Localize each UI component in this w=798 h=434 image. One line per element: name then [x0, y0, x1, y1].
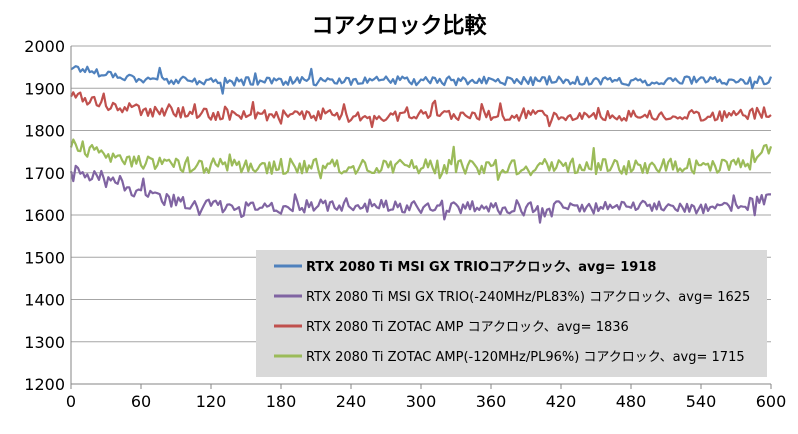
series-line-2: [69, 164, 772, 224]
x-tick-label: 540: [686, 392, 717, 411]
x-tick-label: 180: [266, 392, 297, 411]
y-tick-label: 1200: [24, 375, 65, 394]
legend-label: RTX 2080 Ti MSI GX TRIO(-240MHz/PL83%) コ…: [306, 290, 750, 305]
x-tick-label: 60: [131, 392, 151, 411]
axes: [70, 46, 772, 389]
y-axis-tick-labels: 1200 1300 1400 1500 1600 1700 1800 1900 2000: [24, 37, 65, 394]
y-tick-label: 1900: [24, 79, 65, 98]
legend-label: RTX 2080 Ti ZOTAC AMP コアクロック、avg= 1836: [306, 320, 629, 335]
legend: RTX 2080 Ti MSI GX TRIOコアクロック、avg= 1918 R…: [256, 250, 767, 377]
x-tick-label: 0: [66, 392, 76, 411]
y-tick-label: 1400: [24, 291, 65, 310]
series-line-1: [70, 65, 773, 95]
y-tick-label: 1700: [24, 164, 65, 183]
legend-label: RTX 2080 Ti MSI GX TRIOコアクロック、avg= 1918: [306, 260, 656, 275]
legend-box: [256, 250, 767, 377]
legend-label: RTX 2080 Ti ZOTAC AMP(-120MHz/PL96%) コアク…: [306, 350, 745, 365]
x-axis-tick-labels: 0 60 120 180 240 300 360 420 480 540 600: [66, 392, 786, 411]
y-tick-label: 1600: [24, 206, 65, 225]
y-tick-label: 1800: [24, 122, 65, 141]
y-tick-label: 1500: [24, 248, 65, 267]
series-line-4: [69, 138, 773, 181]
chart-title: コアクロック比較: [312, 13, 488, 39]
x-tick-label: 600: [756, 392, 787, 411]
series-lines: [69, 65, 773, 224]
x-tick-label: 420: [546, 392, 577, 411]
x-tick-label: 300: [406, 392, 437, 411]
y-tick-label: 2000: [24, 37, 65, 56]
series-line-3: [70, 91, 772, 129]
y-tick-label: 1300: [24, 333, 65, 352]
x-tick-label: 480: [616, 392, 647, 411]
x-tick-label: 240: [336, 392, 367, 411]
x-tick-label: 360: [476, 392, 507, 411]
x-tick-label: 120: [196, 392, 227, 411]
